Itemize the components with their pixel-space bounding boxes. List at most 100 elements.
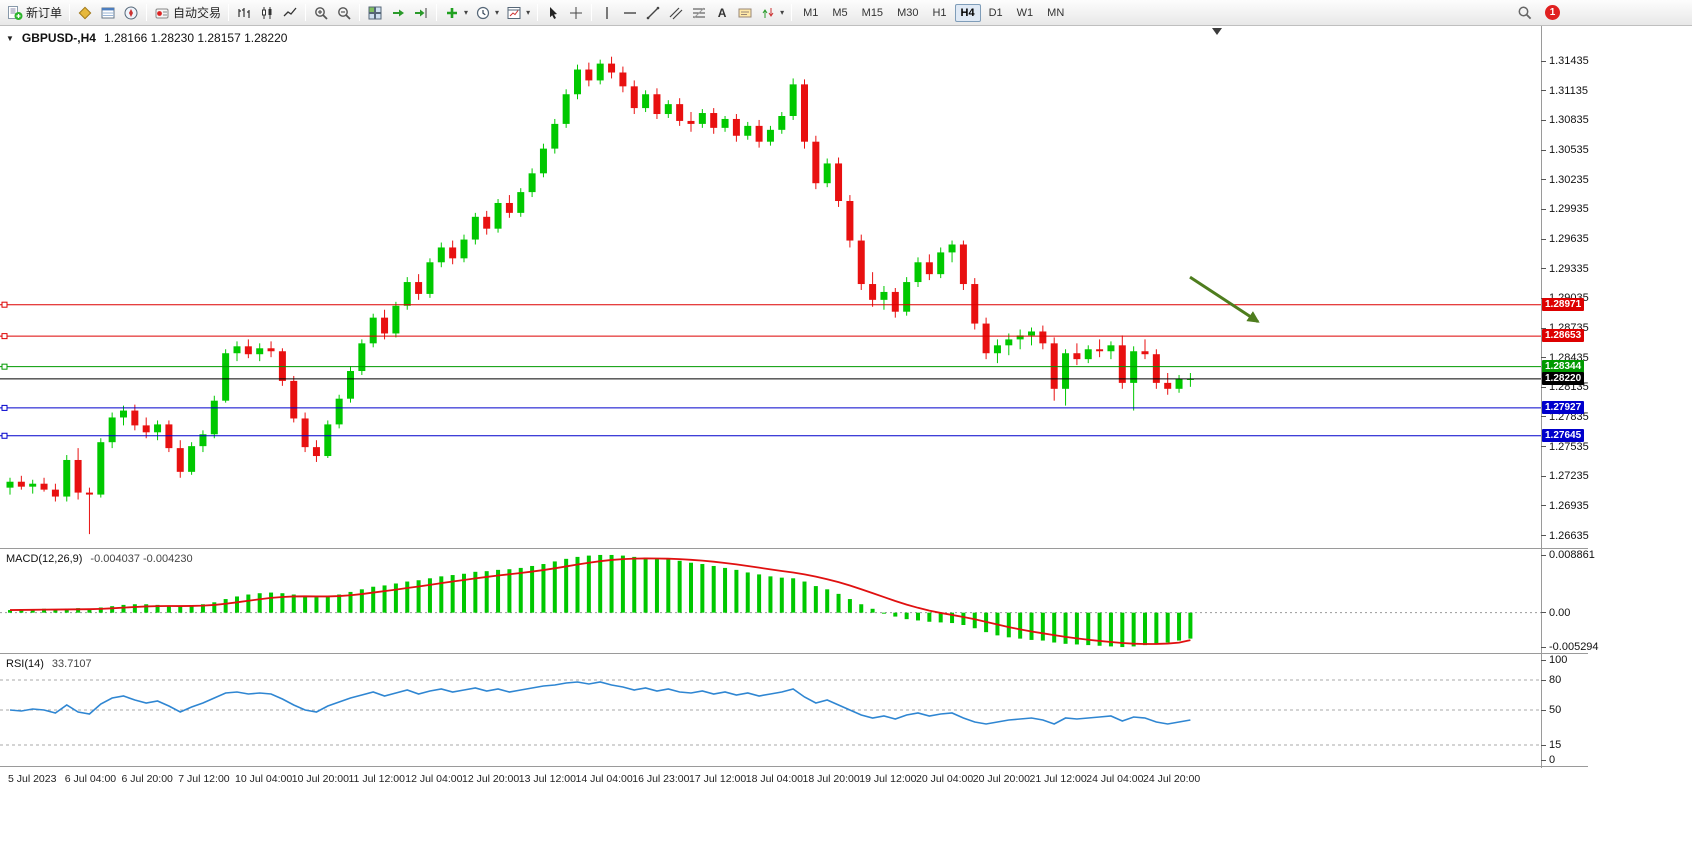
one-click-trading-toggle[interactable]: ▼ [6, 33, 14, 43]
data-window-button[interactable] [97, 2, 119, 23]
crosshair-tool-button[interactable] [565, 2, 587, 23]
macd-tick-mark [1541, 554, 1546, 556]
candlestick-chart-button[interactable] [256, 2, 278, 23]
date-label: 24 Jul 20:00 [1143, 773, 1201, 785]
price-tick-mark [1541, 357, 1546, 359]
rsi-tick-mark [1541, 659, 1546, 661]
text-label-tool-button[interactable] [734, 2, 756, 23]
trendline-tool-button[interactable] [642, 2, 664, 23]
price-axis[interactable]: 1.31435 1.31135 1.30835 1.30535 1.30235 1.299… [1541, 26, 1691, 806]
zoom-in-button[interactable] [310, 2, 332, 23]
periods-button[interactable]: ▾ [472, 2, 502, 23]
line-anchor[interactable] [1, 404, 8, 411]
toolbar-separator [228, 4, 230, 21]
price-tick-mark [1541, 535, 1546, 537]
date-label: 5 Jul 2023 [8, 773, 57, 785]
panel-divider[interactable] [0, 548, 1588, 549]
notification-badge[interactable]: 1 [1545, 5, 1560, 20]
auto-trading-button[interactable]: 自动交易 [151, 2, 224, 23]
down-trend-arrow-annotation[interactable] [1189, 275, 1260, 323]
line-chart-button[interactable] [279, 2, 301, 23]
fibonacci-tool-button[interactable] [688, 2, 710, 23]
timeframe-h1-button[interactable]: H1 [932, 6, 947, 19]
tile-windows-icon [368, 6, 382, 19]
timeframe-h4-button[interactable]: H4 [954, 3, 981, 22]
market-watch-icon [78, 6, 92, 19]
horizontal-line-tool-button[interactable] [619, 2, 641, 23]
rsi-panel[interactable] [0, 654, 1541, 766]
price-tick-mark [1541, 327, 1546, 329]
timeframe-m5-button[interactable]: M5 [832, 6, 848, 19]
panel-divider[interactable] [0, 653, 1588, 654]
periods-clock-icon [476, 6, 490, 19]
price-tick-label: 1.26935 [1549, 499, 1589, 512]
date-label: 19 Jul 12:00 [859, 773, 917, 785]
arrows-tool-button[interactable]: ▾ [757, 2, 787, 23]
templates-button[interactable]: ▾ [503, 2, 533, 23]
toolbar-separator [436, 4, 438, 21]
dropdown-caret-icon: ▾ [464, 8, 469, 17]
zoom-out-icon [338, 6, 351, 20]
timeframe-m30-button[interactable]: M30 [897, 6, 919, 19]
rsi-tick-mark [1541, 744, 1546, 746]
vertical-line-icon [606, 6, 608, 19]
bar-chart-icon [238, 7, 250, 18]
chart-shift-button[interactable] [410, 2, 432, 23]
auto-trading-label: 自动交易 [173, 6, 222, 20]
panel-divider[interactable] [0, 766, 1588, 767]
search-icon[interactable] [1517, 5, 1533, 21]
macd-histogram [8, 554, 1193, 648]
timeframe-m15-button[interactable]: M15 [861, 6, 884, 19]
auto-trading-icon [155, 8, 169, 18]
line-anchor[interactable] [1, 301, 8, 308]
price-tick-label: 1.29335 [1549, 262, 1589, 275]
date-label: 6 Jul 04:00 [64, 773, 117, 785]
timeframe-d1-button[interactable]: D1 [988, 6, 1003, 19]
date-label: 21 Jul 12:00 [1029, 773, 1087, 785]
price-level-badge: 1.27645 [1542, 428, 1585, 442]
price-tick-mark [1541, 208, 1546, 210]
new-order-button[interactable]: 新订单 [4, 2, 65, 23]
cursor-icon [550, 6, 558, 19]
levels-layer [0, 301, 1541, 439]
macd-panel[interactable] [0, 549, 1541, 653]
horizontal-line-icon [624, 11, 637, 14]
timeframe-w1-button[interactable]: W1 [1016, 6, 1034, 19]
macd-tick-label: 0.00 [1549, 606, 1571, 619]
chart-shift-marker[interactable] [1212, 28, 1222, 35]
macd-tick-mark [1541, 612, 1546, 614]
navigator-button[interactable] [120, 2, 142, 23]
market-watch-button[interactable] [74, 2, 96, 23]
toolbar-separator [537, 4, 539, 21]
dropdown-caret-icon: ▾ [780, 8, 785, 17]
timeframe-m1-button[interactable]: M1 [803, 6, 819, 19]
indicators-icon [447, 7, 458, 18]
channel-tool-button[interactable] [665, 2, 687, 23]
new-order-icon [8, 5, 23, 20]
price-chart[interactable] [0, 26, 1541, 548]
price-tick-label: 1.29635 [1549, 233, 1589, 246]
rsi-tick-label: 80 [1549, 674, 1562, 686]
tile-windows-button[interactable] [364, 2, 386, 23]
auto-scroll-button[interactable] [387, 2, 409, 23]
cursor-tool-button[interactable] [542, 2, 564, 23]
indicators-button[interactable]: ▾ [441, 2, 471, 23]
price-tick-mark [1541, 416, 1546, 418]
rsi-label: RSI(14) [6, 658, 44, 670]
date-axis[interactable]: 5 Jul 2023 6 Jul 04:00 6 Jul 20:00 7 Jul 12… [0, 768, 1541, 790]
text-tool-button[interactable]: A [711, 2, 733, 23]
rsi-value: 33.7107 [51, 658, 92, 670]
zoom-out-button[interactable] [333, 2, 355, 23]
date-label: 14 Jul 04:00 [575, 773, 633, 785]
line-anchor[interactable] [1, 363, 8, 370]
timeframe-mn-button[interactable]: MN [1047, 6, 1065, 19]
line-anchor[interactable] [1, 432, 8, 439]
timeframe-group: M1 M5 M15 M30 H1 H4 D1 W1 MN [796, 3, 1071, 22]
line-anchor[interactable] [1, 333, 8, 340]
price-tick-mark [1541, 90, 1546, 92]
bar-chart-button[interactable] [233, 2, 255, 23]
vertical-line-tool-button[interactable] [596, 2, 618, 23]
date-label: 13 Jul 12:00 [518, 773, 576, 785]
price-tick-mark [1541, 386, 1546, 388]
candles-layer [6, 56, 1194, 535]
